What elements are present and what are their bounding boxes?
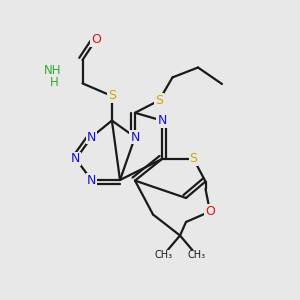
Text: N: N (87, 130, 96, 144)
Text: O: O (91, 33, 101, 46)
Text: N: N (157, 114, 167, 127)
Text: H: H (50, 76, 58, 89)
Text: NH: NH (44, 64, 61, 77)
Text: N: N (130, 130, 140, 144)
Text: N: N (87, 173, 96, 187)
Text: CH₃: CH₃ (188, 250, 206, 260)
Text: S: S (190, 152, 197, 166)
Text: S: S (155, 94, 163, 107)
Text: S: S (108, 89, 116, 103)
Text: CH₃: CH₃ (154, 250, 172, 260)
Text: O: O (205, 205, 215, 218)
Text: N: N (71, 152, 81, 166)
